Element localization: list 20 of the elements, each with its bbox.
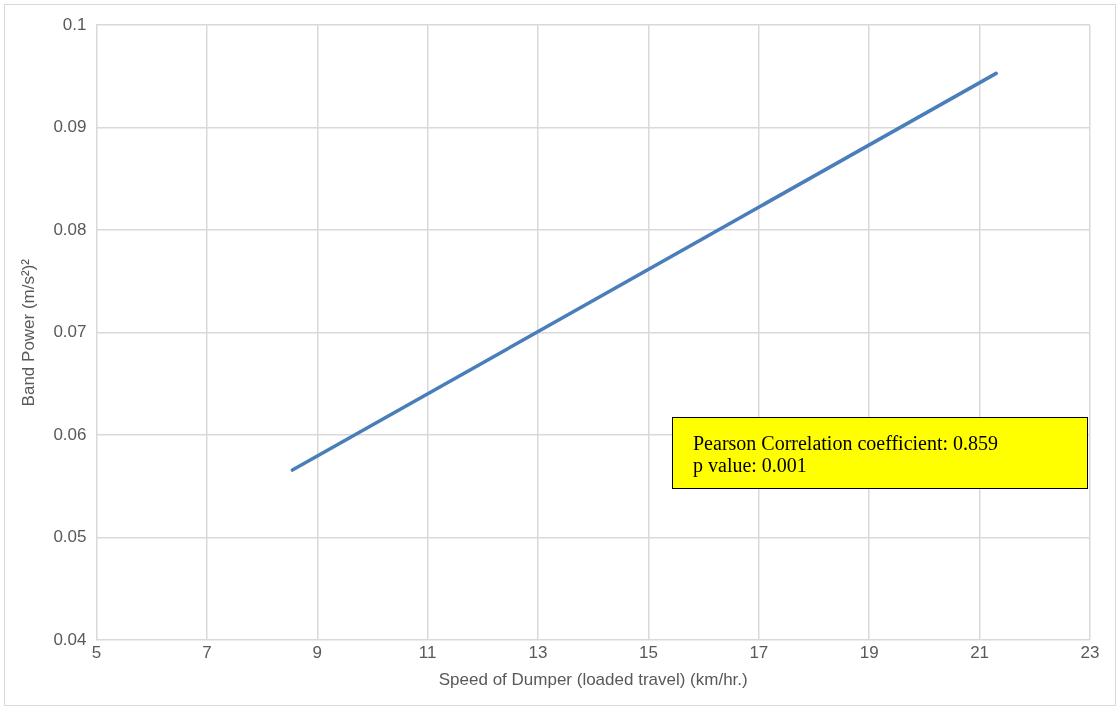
y-tick-label: 0.09 (53, 117, 87, 137)
note-box: Pearson Correlation coefficient: 0.859 p value: 0.001 (672, 417, 1088, 489)
x-axis-title: Speed of Dumper (loaded travel) (km/hr.) (438, 670, 748, 690)
y-tick-label: 0.08 (53, 219, 87, 239)
x-tick-label: 21 (970, 643, 990, 663)
x-tick-label: 7 (202, 643, 212, 663)
y-tick-label: 0.05 (53, 527, 87, 547)
y-tick-label: 0.07 (53, 322, 87, 342)
x-tick-label: 9 (312, 643, 322, 663)
x-tick-label: 17 (749, 643, 769, 663)
y-tick-label: 0.1 (62, 14, 87, 34)
x-tick-label: 23 (1080, 643, 1100, 663)
x-tick-label: 11 (418, 643, 437, 663)
x-tick-label: 19 (859, 643, 879, 663)
x-tick-label: 15 (638, 643, 658, 663)
y-axis-title: Band Power (m/s²)² (18, 258, 38, 407)
y-tick-label: 0.06 (53, 424, 87, 444)
y-tick-label: 0.04 (53, 629, 87, 649)
x-tick-label: 5 (91, 643, 102, 663)
x-tick-label: 13 (528, 643, 548, 663)
